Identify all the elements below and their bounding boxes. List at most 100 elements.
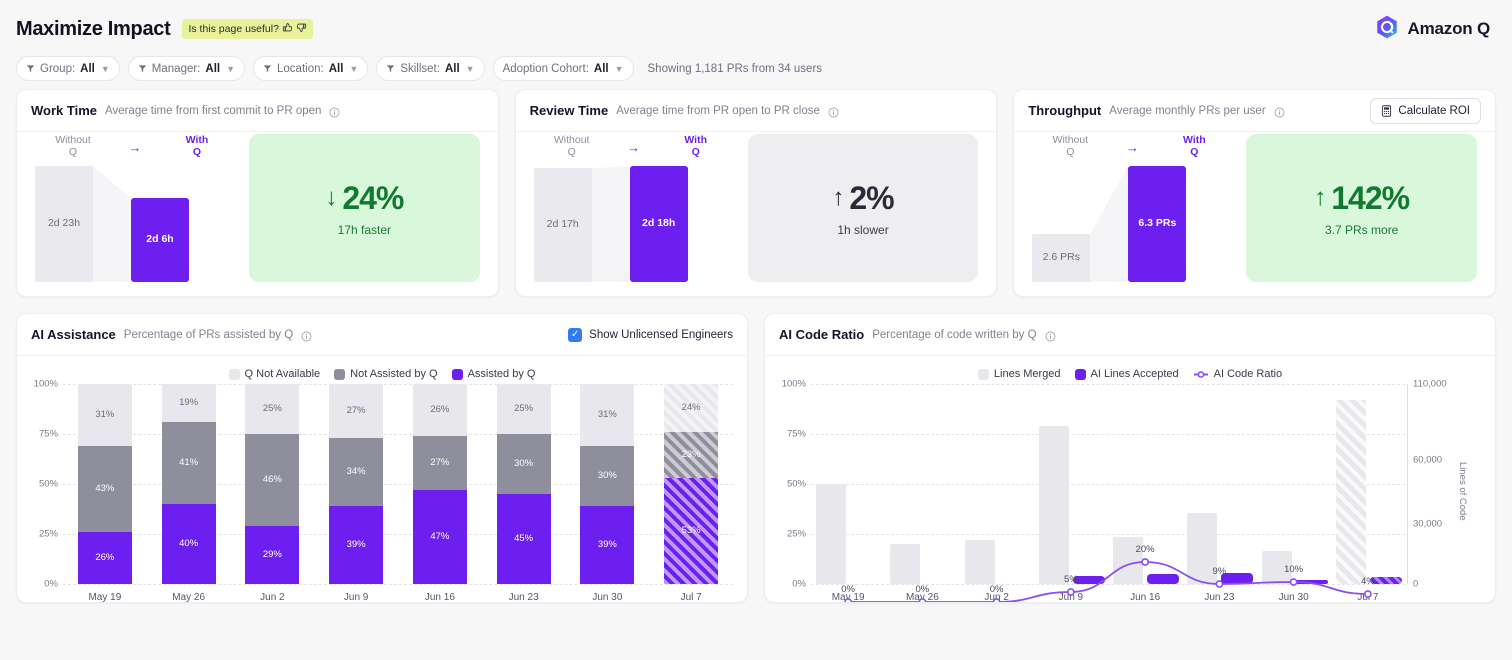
bar-segment[interactable]: 29% bbox=[245, 526, 300, 584]
bar-segment[interactable]: 25% bbox=[245, 384, 300, 434]
y2-axis-tick: 30,000 bbox=[1413, 518, 1443, 530]
legend-item-ai-lines-accepted[interactable]: AI Lines Accepted bbox=[1074, 368, 1179, 380]
filter-pill-skillset[interactable]: Skillset: All ▼ bbox=[376, 56, 485, 81]
x-axis-tick: Jun 16 bbox=[1130, 592, 1161, 603]
info-icon[interactable] bbox=[1045, 329, 1056, 342]
bar-segment[interactable]: 53% bbox=[664, 478, 719, 584]
bar-segment[interactable]: 39% bbox=[329, 506, 384, 584]
bar-segment[interactable]: 26% bbox=[412, 384, 467, 436]
kpi-stat-main: ↑ 2% bbox=[832, 180, 894, 217]
chevron-down-icon[interactable]: ▼ bbox=[614, 63, 624, 74]
ai-lines-accepted-bar[interactable] bbox=[1221, 573, 1254, 584]
line-point-label: 10% bbox=[1284, 564, 1304, 575]
lines-merged-bar[interactable] bbox=[816, 484, 847, 584]
bar-segment[interactable]: 31% bbox=[77, 384, 132, 446]
bar-segment-value: 31% bbox=[597, 409, 617, 420]
chevron-down-icon[interactable]: ▼ bbox=[465, 63, 475, 74]
x-axis-tick: Jun 2 bbox=[984, 592, 1009, 603]
trend-arrow-icon: ↑ bbox=[832, 184, 844, 211]
legend-item-lines-merged[interactable]: Lines Merged bbox=[977, 368, 1061, 380]
ai-lines-accepted-bar[interactable] bbox=[1147, 574, 1180, 584]
bar-segment[interactable]: 46% bbox=[245, 434, 300, 526]
ai-lines-accepted-bar[interactable] bbox=[1295, 580, 1328, 584]
bar-segment-value: 43% bbox=[95, 483, 115, 494]
bar-segment[interactable]: 27% bbox=[329, 384, 384, 438]
bar-segment[interactable]: 26% bbox=[77, 532, 132, 584]
legend-item-q-not-available[interactable]: Q Not Available bbox=[228, 368, 320, 380]
chevron-down-icon[interactable]: ▼ bbox=[226, 63, 236, 74]
lines-merged-bar[interactable] bbox=[1261, 551, 1292, 584]
with-q-label: With Q bbox=[185, 134, 209, 158]
without-q-bar: 2d 23h bbox=[35, 166, 93, 282]
filter-pill-adoptioncohort[interactable]: Adoption Cohort: All ▼ bbox=[492, 56, 634, 81]
lines-merged-bar[interactable] bbox=[1187, 513, 1218, 584]
lines-merged-bar[interactable] bbox=[964, 540, 995, 584]
bar-segment[interactable]: 40% bbox=[161, 504, 216, 584]
calculate-roi-button[interactable]: Calculate ROI bbox=[1370, 97, 1482, 124]
thumbs-up-icon[interactable] bbox=[282, 22, 293, 36]
filter-pill-manager[interactable]: Manager: All ▼ bbox=[127, 56, 246, 81]
chevron-down-icon[interactable]: ▼ bbox=[349, 63, 359, 74]
y-axis-tick: 0% bbox=[44, 578, 58, 590]
lines-merged-bar[interactable] bbox=[1038, 425, 1069, 584]
bar-segment[interactable]: 25% bbox=[496, 384, 551, 434]
bar-segment[interactable]: 45% bbox=[496, 494, 551, 584]
bar-segment-value: 23% bbox=[681, 449, 701, 460]
arrow-right-icon: → bbox=[627, 140, 641, 155]
kpi-stat-main: ↓ 24% bbox=[325, 180, 404, 217]
bar-segment[interactable]: 39% bbox=[580, 506, 635, 584]
lines-merged-bar[interactable] bbox=[890, 544, 921, 584]
info-icon[interactable] bbox=[828, 105, 839, 118]
thumbs-down-icon[interactable] bbox=[296, 22, 307, 36]
ai-lines-accepted-bar[interactable] bbox=[1369, 576, 1402, 584]
bar-segment[interactable]: 47% bbox=[412, 490, 467, 584]
info-icon[interactable] bbox=[301, 329, 312, 342]
x-axis-tick: May 26 bbox=[905, 592, 939, 603]
legend-item-ai-code-ratio[interactable]: AI Code Ratio bbox=[1193, 368, 1282, 380]
bar-segment-value: 27% bbox=[346, 405, 366, 416]
bar-segment[interactable]: 43% bbox=[77, 446, 132, 532]
kpi-card-header: Review Time Average time from PR open to … bbox=[515, 90, 997, 132]
y2-axis-title: Lines of Code bbox=[1457, 462, 1468, 521]
arrow-right-icon: → bbox=[1125, 140, 1139, 155]
ai-assistance-card: AI Assistance Percentage of PRs assisted… bbox=[16, 313, 748, 603]
y-axis-tick: 100% bbox=[781, 378, 806, 390]
bar-segment[interactable]: 31% bbox=[580, 384, 635, 446]
bar-segment[interactable]: 30% bbox=[496, 434, 551, 494]
bar-segment[interactable]: 19% bbox=[161, 384, 216, 422]
legend-item-assisted-by-q[interactable]: Assisted by Q bbox=[451, 368, 535, 380]
info-icon[interactable] bbox=[329, 105, 340, 118]
chevron-down-icon[interactable]: ▼ bbox=[100, 63, 110, 74]
ai-assistance-subtitle: Percentage of PRs assisted by Q bbox=[123, 328, 294, 341]
filter-pill-group[interactable]: Group: All ▼ bbox=[16, 56, 120, 81]
filter-pill-location[interactable]: Location: All ▼ bbox=[253, 56, 369, 81]
bar-segment[interactable]: 30% bbox=[580, 446, 635, 506]
legend-line-swatch bbox=[1193, 370, 1208, 378]
gridline bbox=[811, 384, 1405, 385]
gridline bbox=[63, 434, 733, 435]
legend-item-not-assisted-by-q[interactable]: Not Assisted by Q bbox=[334, 368, 438, 380]
bar-segment[interactable]: 27% bbox=[412, 436, 467, 490]
ai-lines-accepted-bar[interactable] bbox=[1072, 575, 1105, 584]
legend-label: Not Assisted by Q bbox=[350, 368, 438, 380]
lines-merged-bar[interactable] bbox=[1113, 536, 1144, 584]
without-q-label: Without Q bbox=[55, 134, 91, 158]
checkbox-icon[interactable]: ✓ bbox=[568, 327, 583, 342]
kpi-card-header: Work Time Average time from first commit … bbox=[17, 90, 498, 132]
legend-swatch bbox=[334, 368, 346, 380]
x-axis-tick: Jun 23 bbox=[1204, 592, 1235, 603]
bar-segment[interactable]: 34% bbox=[329, 438, 384, 506]
bar-segment-value: 19% bbox=[179, 397, 199, 408]
show-unlicensed-toggle[interactable]: ✓ Show Unlicensed Engineers bbox=[568, 327, 733, 342]
lines-merged-bar[interactable] bbox=[1335, 400, 1366, 584]
y2-axis-tick: 0 bbox=[1413, 578, 1419, 590]
filter-value: All bbox=[80, 62, 95, 75]
info-icon[interactable] bbox=[1274, 105, 1285, 118]
bar-segment-value: 25% bbox=[514, 403, 534, 414]
bar-segment[interactable]: 23% bbox=[664, 432, 719, 478]
without-q-bar: 2d 17h bbox=[533, 168, 592, 282]
bar-segment[interactable]: 24% bbox=[664, 384, 719, 432]
page-feedback-badge[interactable]: Is this page useful? bbox=[182, 19, 313, 39]
without-q-label: Without Q bbox=[1052, 134, 1089, 158]
bar-segment[interactable]: 41% bbox=[161, 422, 216, 504]
